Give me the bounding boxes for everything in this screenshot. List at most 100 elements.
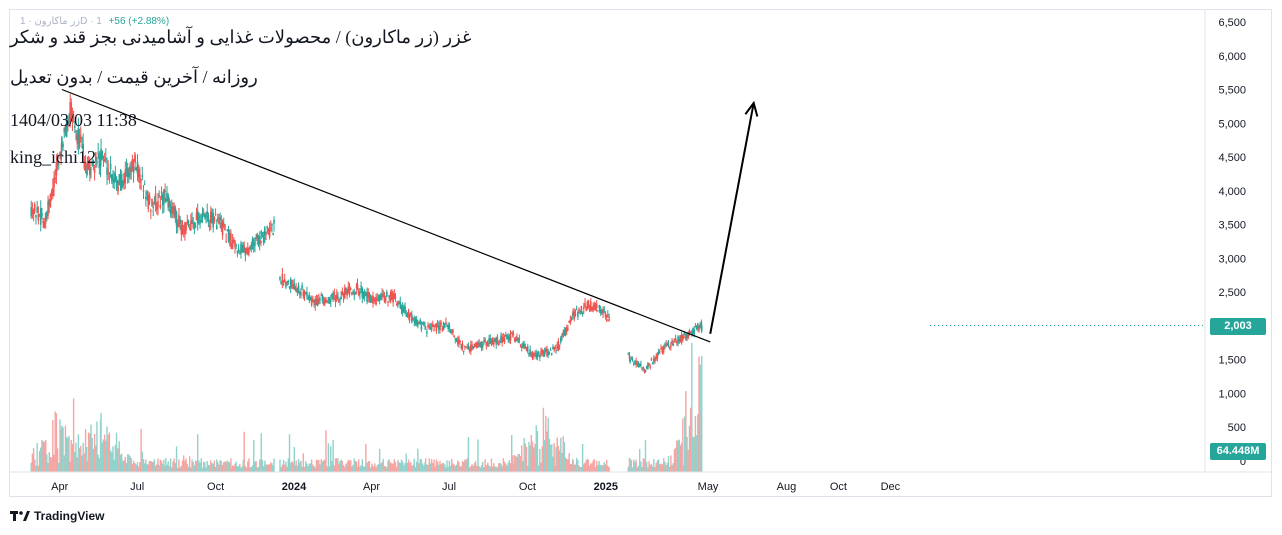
candle-body (265, 238, 267, 240)
candle-body (170, 206, 173, 214)
volume-bar (101, 442, 103, 472)
volume-bar (603, 462, 605, 472)
arrow-head[interactable] (744, 100, 759, 117)
volume-bar (403, 465, 405, 472)
candle-body (525, 347, 528, 352)
volume-bar (584, 462, 586, 472)
candle-body (281, 273, 284, 282)
volume-bar (351, 466, 353, 472)
volume-bar (524, 443, 527, 472)
volume-bar (271, 463, 273, 472)
candle-body (553, 346, 555, 351)
candle-body (398, 301, 400, 303)
candle-body (230, 232, 232, 247)
candle-body (559, 337, 562, 343)
candle-body (254, 240, 256, 246)
volume-bar (515, 456, 517, 472)
candle-body (134, 154, 136, 163)
candle-body (638, 365, 641, 367)
candle-body (199, 219, 201, 224)
volume-bar (521, 445, 523, 472)
candle-body (641, 367, 643, 370)
candle-body (391, 291, 393, 301)
symbol-legend-text: زر ماکارون · 1D · 1 (20, 16, 102, 27)
volume-bar (680, 442, 683, 472)
volume-bar (288, 434, 291, 472)
volume-bar (34, 459, 36, 472)
volume-bar (287, 458, 290, 472)
candle-body (607, 314, 609, 318)
trendline[interactable] (61, 88, 711, 343)
volume-bar (598, 463, 601, 472)
volume-bar (307, 465, 309, 472)
volume-bar (320, 459, 322, 472)
price-axis[interactable]: 6,500 6,000 5,500 5,000 4,500 4,000 3,500 3,000… (1218, 17, 1246, 468)
volume-bar (531, 441, 534, 472)
volume-bar (186, 463, 188, 472)
candle-body (30, 207, 32, 217)
volume-bar (30, 462, 32, 472)
volume-bar (464, 459, 466, 472)
volume-bar (322, 460, 325, 472)
candle-body (683, 333, 686, 336)
candle-body (272, 232, 274, 235)
candle-body (306, 292, 308, 296)
volume-bar (36, 442, 38, 472)
volume-bar (599, 465, 602, 472)
candle-body (85, 171, 88, 174)
volume-bar (200, 458, 202, 472)
candle-body (62, 144, 64, 147)
volume-bar (146, 464, 148, 472)
candle-body (101, 150, 104, 160)
candle-body (355, 283, 358, 289)
candle-body (332, 294, 334, 300)
candle-body (63, 127, 66, 133)
candle-body (135, 168, 138, 170)
candle-body (75, 131, 77, 133)
candle-body (220, 222, 223, 230)
candle-body (92, 160, 95, 162)
symbol-legend[interactable]: زر ماکارون · 1D · 1 +56 (+2.88%) (20, 16, 169, 27)
candle-body (523, 343, 525, 348)
candle-body (165, 199, 167, 203)
tradingview-logo[interactable]: TradingView (10, 509, 104, 523)
candle-body (106, 167, 108, 175)
volume-bar (306, 463, 308, 472)
volume-bar (328, 466, 331, 472)
volume-bar (194, 460, 197, 472)
volume-bar (655, 462, 657, 472)
candle-body (689, 332, 692, 334)
volume-bar (588, 465, 591, 472)
volume-bar (548, 438, 551, 472)
candle-body (435, 323, 438, 332)
drawings[interactable] (61, 88, 1205, 343)
candle-body (302, 291, 305, 297)
candle-body (415, 318, 418, 325)
volume-bar (201, 467, 204, 472)
candle-body (49, 193, 52, 207)
candle-body (238, 250, 241, 252)
author-name: king_ichi12 (10, 147, 96, 167)
volume-bar (286, 466, 288, 472)
time-tick-label: 2025 (594, 481, 618, 493)
volume-bar (435, 459, 438, 472)
candle-body (490, 341, 493, 343)
candle-body (308, 294, 311, 301)
candle-body (518, 338, 521, 340)
candle-body (241, 245, 243, 251)
volume-bar (172, 461, 174, 472)
volume-bar (141, 451, 143, 472)
arrow-shaft[interactable] (709, 102, 755, 335)
volume-bar (678, 439, 680, 472)
volume-bar (432, 463, 434, 472)
volume-bar (608, 467, 610, 472)
time-axis[interactable]: Apr Jul Oct 2024 Apr Jul Oct 2025 May Aug Oct Dec (51, 481, 901, 493)
candle-body (168, 199, 171, 208)
candle-body (77, 128, 80, 144)
volume-bar (352, 464, 354, 472)
volume-bar (112, 446, 114, 472)
volume-bar (90, 424, 92, 472)
candle-body (520, 346, 523, 348)
candle-body (300, 292, 302, 296)
